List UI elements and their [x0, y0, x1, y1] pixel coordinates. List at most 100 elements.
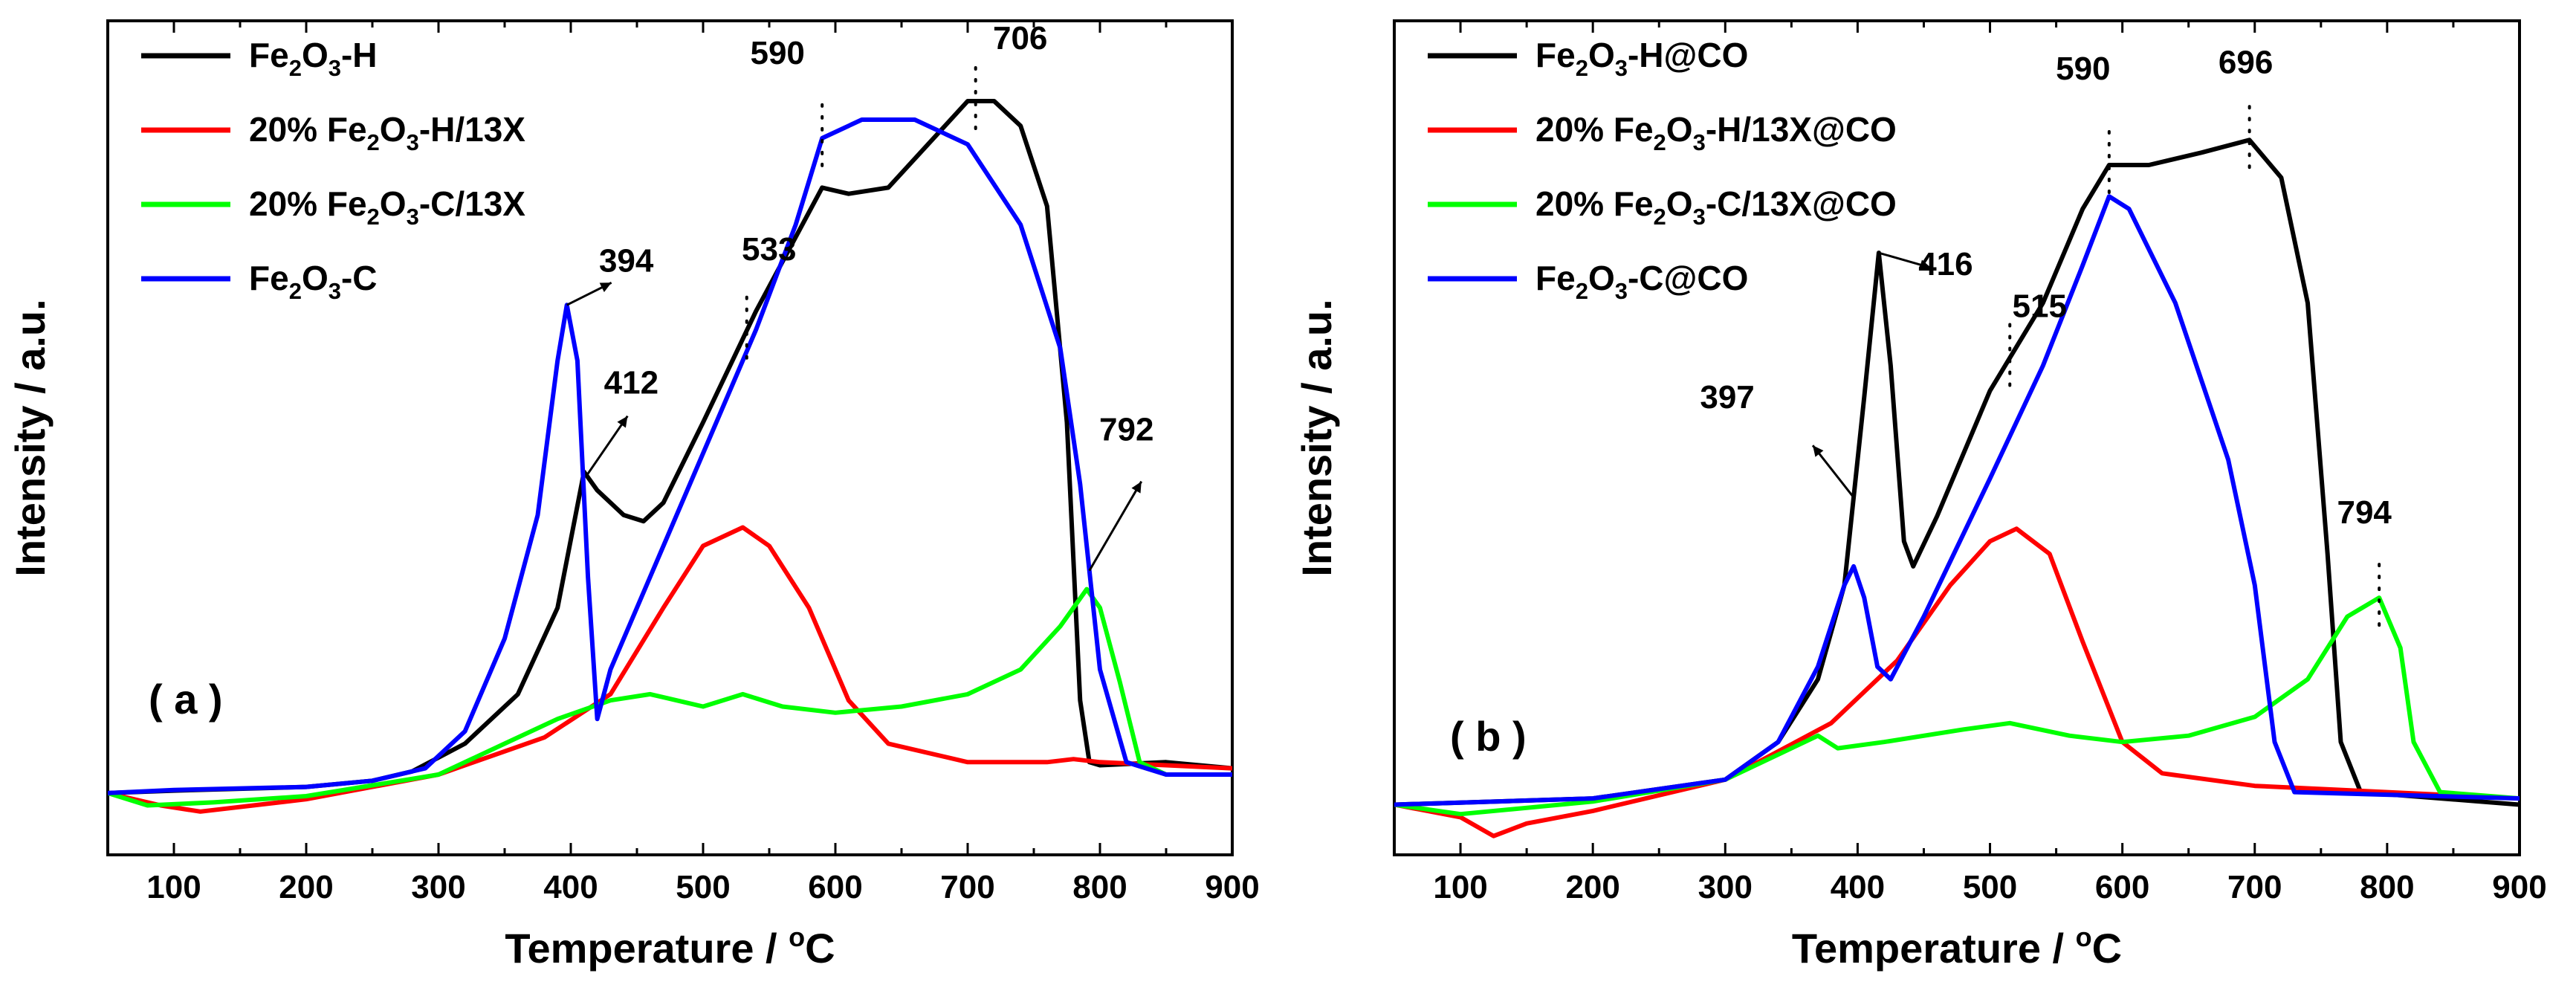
label-part: O [302, 259, 329, 297]
plot-panel-a: 100 200 300 400 500 600 700 800 900 Temperature /… [7, 19, 1260, 972]
annotation-label: 533 [742, 231, 796, 268]
x-axis-title-text: Temperature / [1792, 925, 2076, 972]
annotation-arrowhead [1919, 259, 1931, 270]
label-part: -C/13X@CO [1706, 184, 1897, 223]
legend-label: Fe2O3-C@CO [1535, 259, 1748, 304]
y-axis-title: Intensity / a.u. [1293, 299, 1340, 576]
label-part: 20% Fe [249, 110, 367, 149]
legend-label: 20% Fe2O3-H/13X [249, 110, 525, 155]
label-part: Fe [1535, 36, 1576, 74]
x-tick-label: 600 [808, 869, 862, 905]
subscript: 2 [289, 55, 302, 81]
x-tick-label: 500 [676, 869, 730, 905]
x-tick-label: 900 [1205, 869, 1259, 905]
subscript: 3 [329, 55, 341, 81]
annotation-label: 590 [750, 35, 804, 71]
subscript: 2 [1576, 278, 1588, 304]
label-part: -H/13X@CO [1706, 110, 1897, 149]
x-tick-label: 400 [1831, 869, 1885, 905]
subscript: 3 [1693, 204, 1706, 230]
plot-frame [1393, 19, 2521, 856]
x-tick-label: 700 [2227, 869, 2282, 905]
subscript: 3 [1615, 55, 1628, 81]
label-part: -C [341, 259, 378, 297]
x-axis-title: Temperature / oC [1792, 922, 2122, 972]
series-line-2 [108, 525, 1232, 814]
subscript: 3 [1615, 278, 1628, 304]
x-tick-label: 700 [940, 869, 994, 905]
label-part: 20% Fe [1535, 110, 1654, 149]
annotation-arrow [1088, 480, 1143, 572]
label-part: Fe [249, 36, 289, 74]
subscript: 3 [329, 278, 341, 304]
label-part: 20% Fe [249, 184, 367, 223]
label-part: -H@CO [1628, 36, 1748, 74]
x-tick-label: 300 [411, 869, 465, 905]
annotation-label: 412 [604, 365, 658, 401]
x-tick-label: 300 [1698, 869, 1753, 905]
subscript: 3 [407, 204, 419, 230]
annotation-arrowhead [1131, 481, 1142, 494]
subscript: 2 [1654, 204, 1666, 230]
x-tick-label: 100 [1433, 869, 1487, 905]
label-part: O [1666, 110, 1693, 149]
label-part: O [1588, 36, 1615, 74]
subscript: 3 [407, 129, 419, 155]
degree-superscript: o [2076, 922, 2092, 952]
annotation-label: 696 [2219, 44, 2273, 80]
x-axis-title-unit: C [2092, 925, 2122, 972]
annotation-label: 394 [599, 242, 654, 279]
annotation-label: 397 [1700, 379, 1754, 416]
subscript: 2 [367, 204, 380, 230]
label-part: O [380, 110, 407, 149]
x-tick-label: 100 [146, 869, 201, 905]
legend-label: 20% Fe2O3-H/13X@CO [1535, 110, 1897, 155]
series-line-3 [1394, 595, 2520, 817]
series-line-3 [108, 586, 1232, 808]
label-part: Fe [249, 259, 289, 297]
degree-superscript: o [789, 922, 805, 952]
annotation-label: 416 [1918, 246, 1973, 282]
x-tick-label: 200 [279, 869, 333, 905]
subscript: 2 [289, 278, 302, 304]
legend-label: Fe2O3-C [249, 259, 378, 304]
annotation-arrowhead [1813, 445, 1824, 457]
annotation-arrowhead [599, 282, 612, 292]
x-tick-label: 800 [2360, 869, 2414, 905]
x-tick-label: 900 [2492, 869, 2546, 905]
x-tick-label: 800 [1072, 869, 1127, 905]
annotation-arrowhead [617, 416, 628, 428]
label-part: O [1666, 184, 1693, 223]
legend-label: 20% Fe2O3-C/13X [249, 184, 525, 230]
annotation-label: 515 [2013, 288, 2067, 324]
x-axis-title-unit: C [805, 925, 835, 972]
series-line-1 [1394, 138, 2520, 807]
y-axis-title: Intensity / a.u. [7, 299, 54, 576]
label-part: O [302, 36, 329, 74]
legend-label: Fe2O3-H@CO [1535, 36, 1748, 81]
x-axis-title-text: Temperature / [505, 925, 789, 972]
x-tick-label: 600 [2095, 869, 2149, 905]
label-part: O [1588, 259, 1615, 297]
annotation-arrow [586, 415, 629, 476]
series-line-4 [108, 117, 1232, 795]
subscript: 2 [1576, 55, 1588, 81]
series-line-2 [1394, 526, 2520, 838]
annotation-label: 792 [1099, 412, 1153, 448]
x-tick-label: 500 [1963, 869, 2017, 905]
panel-label: ( b ) [1450, 713, 1527, 760]
label-part: -H [341, 36, 378, 74]
annotation-label: 590 [2056, 51, 2110, 87]
label-part: Fe [1535, 259, 1576, 297]
label-part: -H/13X [419, 110, 525, 149]
annotation-arrow [1811, 445, 1855, 499]
subscript: 2 [1654, 129, 1666, 155]
label-part: 20% Fe [1535, 184, 1654, 223]
x-tick-label: 400 [543, 869, 598, 905]
panel-label: ( a ) [149, 676, 223, 723]
legend-label: Fe2O3-H [249, 36, 378, 81]
legend-label: 20% Fe2O3-C/13X@CO [1535, 184, 1897, 230]
annotation-label: 794 [2337, 494, 2392, 531]
label-part: -C@CO [1628, 259, 1748, 297]
plot-frame [106, 19, 1234, 856]
